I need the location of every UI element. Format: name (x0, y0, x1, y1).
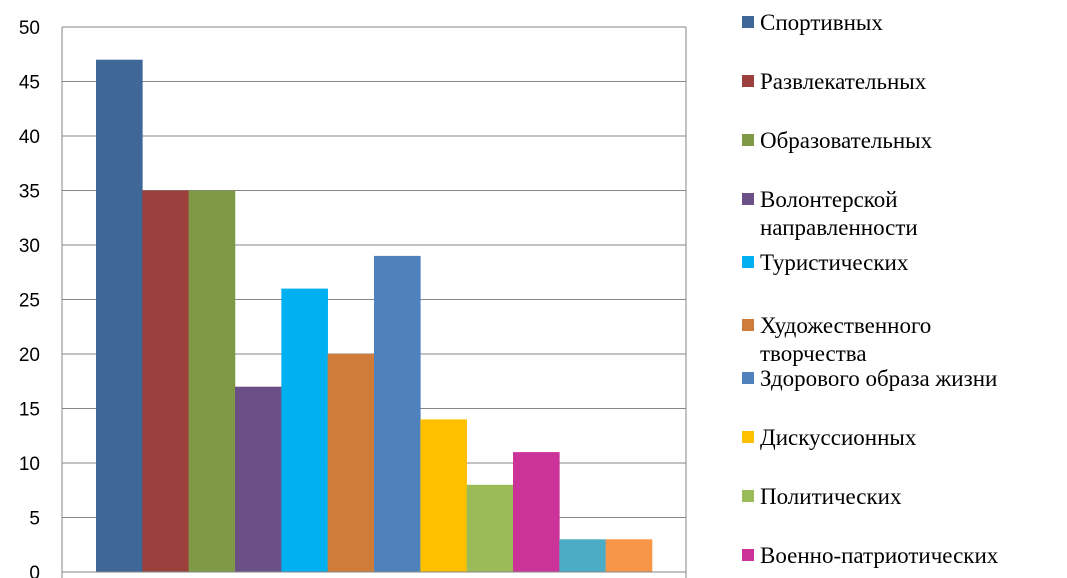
bars (96, 59, 653, 572)
bar (96, 59, 143, 572)
legend-label: Волонтерской направленности (760, 187, 918, 240)
bar (605, 539, 653, 572)
legend-item: Художественного творчества (742, 313, 931, 366)
y-tick-label: 15 (19, 400, 40, 421)
legend-swatch (742, 134, 754, 146)
legend-swatch (742, 431, 754, 443)
legend-label: Дискуссионных (760, 425, 917, 450)
legend-item: Образовательных (742, 128, 933, 153)
y-tick-label: 25 (19, 291, 40, 312)
legend: Спортивных Развлекательных Образовательных… (742, 10, 999, 568)
legend-swatch (742, 549, 754, 561)
y-tick-label: 45 (19, 73, 40, 94)
legend-item: Развлекательных (742, 69, 927, 94)
legend-item: Военно-патриотических (742, 543, 999, 568)
bar (327, 354, 375, 572)
legend-label: Здорового образа жизни (760, 366, 997, 391)
y-tick-label: 5 (29, 509, 40, 530)
bar (188, 190, 236, 572)
y-tick-label: 35 (19, 182, 40, 203)
y-tick-label: 10 (19, 454, 40, 475)
legend-label: Спортивных (760, 10, 883, 35)
legend-item: Дискуссионных (742, 425, 917, 450)
y-tick-label: 40 (19, 127, 40, 148)
bar (420, 419, 467, 572)
legend-label: Туристических (760, 250, 909, 275)
legend-swatch (742, 16, 754, 28)
bar (513, 452, 560, 572)
y-tick-label: 20 (19, 345, 40, 366)
legend-swatch (742, 372, 754, 384)
bar (281, 288, 328, 572)
legend-label: Военно-патриотических (760, 543, 999, 568)
legend-label: Художественного творчества (760, 313, 931, 366)
legend-item: Здорового образа жизни (742, 366, 997, 391)
legend-swatch (742, 490, 754, 502)
legend-swatch (742, 319, 754, 331)
legend-item: Спортивных (742, 10, 883, 35)
bar (142, 190, 189, 572)
y-tick-label: 30 (19, 236, 40, 257)
legend-swatch (742, 256, 754, 268)
legend-label: Развлекательных (760, 69, 927, 94)
legend-item: Политических (742, 484, 902, 509)
legend-swatch (742, 75, 754, 87)
bar (374, 255, 421, 572)
y-tick-label: 0 (29, 563, 40, 578)
legend-label: Образовательных (760, 128, 933, 153)
bar (466, 484, 514, 572)
y-tick-label: 50 (19, 18, 40, 39)
legend-item: Волонтерской направленности (742, 187, 918, 240)
legend-item: Туристических (742, 250, 909, 275)
bar (235, 386, 282, 572)
legend-label: Политических (760, 484, 902, 509)
bar (559, 539, 606, 572)
legend-swatch (742, 193, 754, 205)
y-axis-ticks: 0 5 10 15 20 25 30 35 40 45 50 (19, 18, 40, 578)
